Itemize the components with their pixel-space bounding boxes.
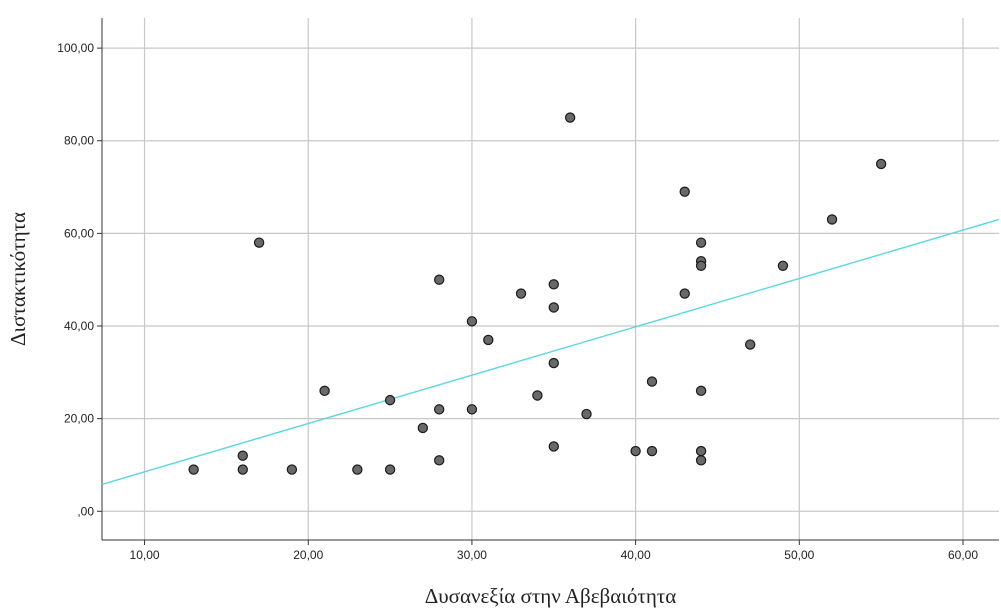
x-tick-label: 30,00 bbox=[457, 548, 487, 562]
data-point bbox=[433, 274, 445, 285]
data-point bbox=[744, 339, 756, 350]
y-tick-labels: ,00 20,00 40,00 60,00 80,00 100,00 bbox=[57, 41, 94, 518]
data-point bbox=[646, 376, 658, 387]
y-tick-label: 100,00 bbox=[57, 41, 94, 55]
data-point bbox=[777, 260, 789, 271]
data-point bbox=[237, 450, 248, 461]
data-point bbox=[433, 404, 445, 415]
data-point bbox=[188, 464, 199, 475]
data-point bbox=[319, 385, 330, 397]
data-point bbox=[466, 404, 478, 415]
axes bbox=[101, 18, 999, 541]
x-tick-label: 60,00 bbox=[948, 548, 978, 562]
data-point bbox=[532, 390, 543, 401]
x-axis-title: Δυσανεξία στην Αβεβαιότητα bbox=[425, 584, 677, 608]
x-tick-label: 50,00 bbox=[784, 548, 814, 562]
data-point bbox=[466, 316, 478, 327]
data-point bbox=[483, 334, 494, 346]
y-tick-label: 20,00 bbox=[64, 412, 94, 426]
data-point bbox=[564, 112, 576, 123]
x-tick-label: 10,00 bbox=[130, 548, 160, 562]
data-point bbox=[581, 408, 592, 420]
x-tick-label: 40,00 bbox=[621, 548, 651, 562]
data-point bbox=[875, 158, 887, 170]
data-point bbox=[548, 357, 559, 369]
fit-line bbox=[101, 218, 1000, 486]
data-point bbox=[286, 464, 298, 475]
data-point bbox=[695, 455, 707, 466]
x-tick-labels: 10,00 20,00 30,00 40,00 50,00 60,00 bbox=[130, 548, 979, 562]
data-point bbox=[679, 186, 690, 197]
y-tick-label: ,00 bbox=[77, 504, 94, 518]
y-tick-label: 80,00 bbox=[64, 134, 94, 148]
data-point bbox=[384, 464, 396, 475]
data-point bbox=[679, 288, 690, 299]
y-tick-label: 40,00 bbox=[64, 319, 94, 333]
x-tick-label: 20,00 bbox=[293, 548, 323, 562]
data-point bbox=[630, 445, 641, 457]
tick-marks bbox=[97, 47, 964, 545]
y-tick-label: 60,00 bbox=[64, 226, 94, 240]
data-point bbox=[695, 260, 707, 271]
data-point bbox=[548, 441, 559, 452]
data-point bbox=[548, 302, 559, 313]
data-point bbox=[826, 214, 838, 225]
data-point bbox=[695, 385, 707, 397]
data-point bbox=[548, 279, 559, 290]
y-axis-title: Διστακτικότητα bbox=[6, 212, 30, 346]
data-points bbox=[188, 112, 887, 475]
data-point bbox=[384, 394, 396, 406]
data-point bbox=[237, 464, 248, 475]
data-point bbox=[695, 445, 707, 457]
data-point bbox=[352, 464, 363, 475]
data-point bbox=[695, 237, 707, 248]
data-point bbox=[253, 237, 265, 248]
fit-line-group bbox=[101, 218, 1000, 486]
data-point bbox=[515, 288, 527, 299]
data-point bbox=[433, 455, 445, 466]
data-point bbox=[646, 445, 658, 457]
data-point bbox=[417, 422, 429, 434]
